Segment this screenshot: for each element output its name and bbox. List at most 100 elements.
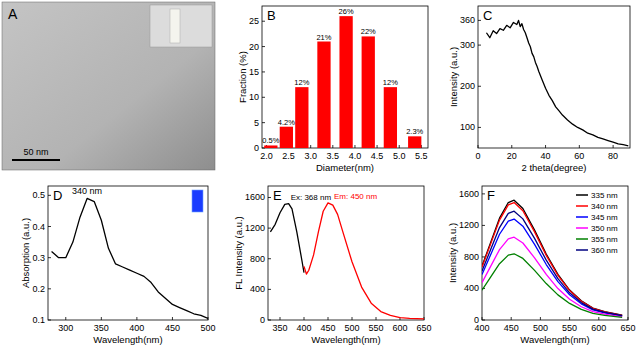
x-tick-label: 400 (129, 323, 144, 333)
legend-label: 360 nm (591, 246, 618, 255)
y-tick (482, 193, 485, 194)
plot-frame (482, 186, 628, 320)
y-tick (482, 320, 485, 321)
x-tick-label: 450 (320, 323, 335, 333)
x-tick-label: 60 (574, 151, 584, 161)
figure: A50 nm2.02.53.03.54.04.55.05.50510152025… (0, 0, 640, 353)
vial-photo (192, 190, 203, 212)
data-line (482, 203, 622, 316)
data-line (486, 20, 628, 146)
data-label: 22% (361, 27, 376, 36)
bar (264, 145, 277, 148)
data-group (52, 198, 208, 318)
y-axis-label: Fraction (%) (237, 51, 248, 103)
x-tick-label: 2.0 (260, 151, 273, 161)
panel-label: E (273, 188, 282, 203)
y-tick-label: 300 (460, 40, 475, 50)
y-tick (48, 320, 51, 321)
bar (295, 87, 308, 148)
y-tick (478, 86, 481, 87)
y-tick (48, 257, 51, 258)
x-tick-label: 300 (58, 323, 73, 333)
x-tick (478, 145, 479, 148)
y-tick-label: 15 (249, 67, 259, 77)
y-tick (48, 195, 51, 196)
data-label: 4.2% (278, 118, 295, 127)
bar (384, 87, 397, 148)
y-tick-label: 0 (474, 315, 479, 325)
x-tick-label: 5.0 (393, 151, 406, 161)
data-line (482, 200, 622, 315)
legend-swatch (576, 238, 588, 240)
x-tick-label: 550 (368, 323, 383, 333)
tem-image (2, 2, 215, 170)
legend-swatch (576, 205, 588, 207)
y-tick-label: 20 (249, 42, 259, 52)
x-tick-label: 550 (562, 323, 577, 333)
y-tick-label: 360 (460, 15, 475, 25)
x-tick (613, 145, 614, 148)
x-tick (628, 317, 629, 320)
y-tick-label: 200 (460, 81, 475, 91)
data-label: 0.5% (262, 136, 279, 145)
bar (362, 36, 375, 148)
x-tick (310, 145, 311, 148)
x-tick-label: 400 (296, 323, 311, 333)
y-tick-label: 800 (250, 254, 265, 264)
data-line (270, 204, 304, 273)
chart-panel: 400450500550600650040080012001600Wavelen… (447, 186, 636, 345)
data-label: 12% (294, 78, 309, 87)
x-tick-label: 350 (94, 323, 109, 333)
x-axis-label: 2 theta(degree) (522, 162, 587, 173)
legend-swatch (576, 227, 588, 229)
x-axis-label: Wavelength(nm) (311, 334, 380, 345)
x-tick-label: 600 (591, 323, 606, 333)
plot-frame (268, 186, 424, 320)
y-tick (262, 21, 265, 22)
y-tick-label: 800 (464, 252, 479, 262)
y-tick-label: 0.4 (32, 222, 45, 232)
y-tick-label: 25 (249, 16, 259, 26)
y-tick-label: 5 (254, 118, 259, 128)
x-tick (511, 317, 512, 320)
x-tick-label: 600 (392, 323, 407, 333)
chart-panel: 3003504004505000.10.20.30.40.5Wavelength… (20, 186, 215, 345)
x-tick-label: 3.5 (327, 151, 340, 161)
y-axis-label: Intensity (a.u.) (447, 223, 458, 283)
y-tick-label: 0 (254, 143, 259, 153)
y-tick (268, 228, 271, 229)
inset-vial (170, 9, 180, 43)
data-line (482, 211, 622, 315)
data-label: 12% (383, 78, 398, 87)
x-tick-label: 450 (504, 323, 519, 333)
x-axis-label: Wavelength(nm) (93, 334, 162, 345)
x-tick-label: 4.5 (371, 151, 384, 161)
y-tick-label: 400 (464, 283, 479, 293)
x-tick (136, 317, 137, 320)
y-axis-label: Intensity (a.u.) (448, 47, 459, 107)
legend: 335 nm340 nm345 nm350 nm355 nm360 nm (576, 191, 618, 255)
x-tick-label: 450 (165, 323, 180, 333)
y-tick (478, 45, 481, 46)
x-tick-label: 500 (533, 323, 548, 333)
chart-panel: 2.02.53.03.54.04.55.05.50510152025Diamet… (237, 6, 428, 173)
x-tick (579, 145, 580, 148)
scale-bar (12, 159, 60, 161)
x-tick-label: 4.0 (349, 151, 362, 161)
y-tick (262, 46, 265, 47)
x-tick (172, 317, 173, 320)
x-tick (352, 317, 353, 320)
legend-swatch (576, 194, 588, 196)
y-tick-label: 100 (460, 122, 475, 132)
legend-label: 345 nm (591, 213, 618, 222)
y-tick-label: 0 (260, 315, 265, 325)
bar (408, 136, 421, 148)
legend-swatch (576, 216, 588, 218)
x-tick (376, 317, 377, 320)
y-tick (48, 226, 51, 227)
legend-label: 355 nm (591, 235, 618, 244)
bar (280, 127, 293, 148)
x-tick (511, 145, 512, 148)
y-tick-label: 400 (250, 284, 265, 294)
page: {"image_panel": {"label": "A", "scale_ba… (0, 0, 640, 353)
